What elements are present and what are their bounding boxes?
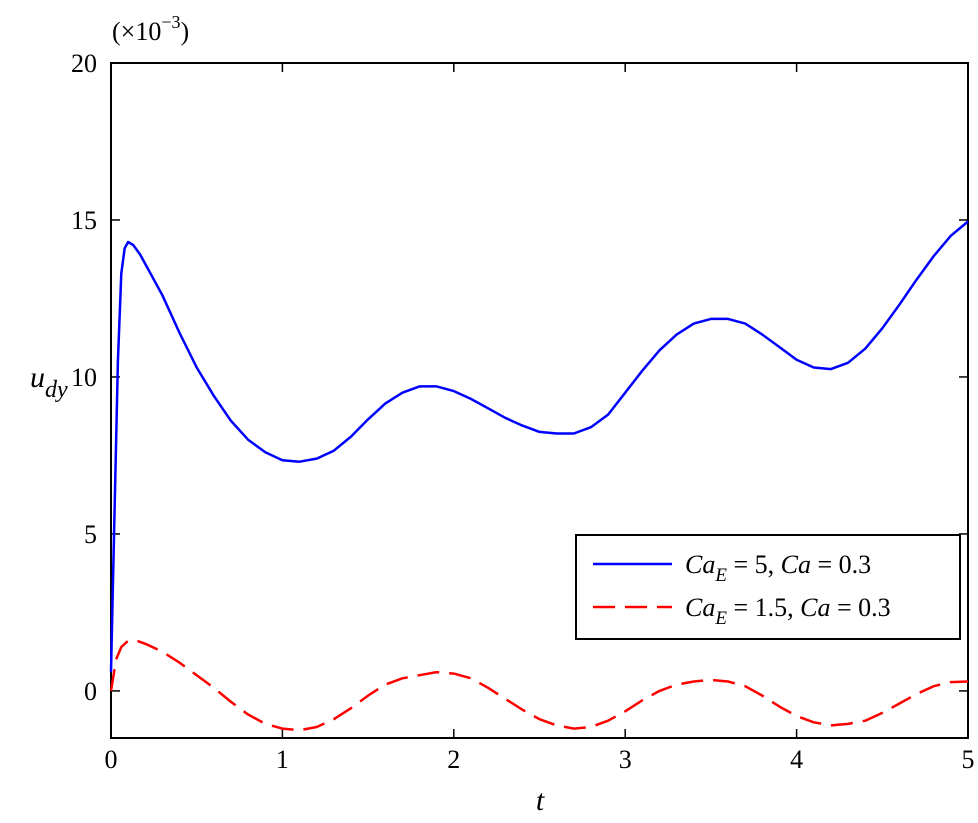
y-multiplier: (×10−3) [112, 12, 189, 46]
axes-frame [110, 62, 969, 739]
plot-area: 0 1 2 3 4 5 0 5 10 15 20 [71, 49, 975, 774]
x-axis-label: t [536, 784, 545, 817]
x-tick-label: 3 [619, 745, 632, 774]
x-tick-label: 2 [447, 745, 460, 774]
legend-entry-series-2: CaE = 1.5, Ca = 0.3 [685, 593, 891, 629]
y-tick-label: 0 [84, 677, 97, 706]
x-axis-ticks: 0 1 2 3 4 5 [105, 63, 975, 774]
y-tick-label: 20 [71, 49, 97, 78]
x-tick-label: 0 [105, 745, 118, 774]
y-axis-ticks: 0 5 10 15 20 [71, 49, 968, 706]
series-lines [109, 220, 969, 732]
y-tick-label: 5 [84, 520, 97, 549]
x-tick-label: 4 [790, 745, 803, 774]
series-line-2 [109, 639, 969, 732]
legend: CaE = 5, Ca = 0.3 CaE = 1.5, Ca = 0.3 [575, 534, 961, 640]
y-tick-label: 10 [71, 363, 97, 392]
x-tick-label: 5 [962, 745, 975, 774]
legend-box [575, 534, 961, 640]
y-tick-label: 15 [71, 206, 97, 235]
x-tick-label: 1 [276, 745, 289, 774]
series-line-1 [109, 220, 969, 673]
y-axis-label: udy [30, 361, 68, 403]
legend-entry-series-1: CaE = 5, Ca = 0.3 [685, 550, 871, 586]
